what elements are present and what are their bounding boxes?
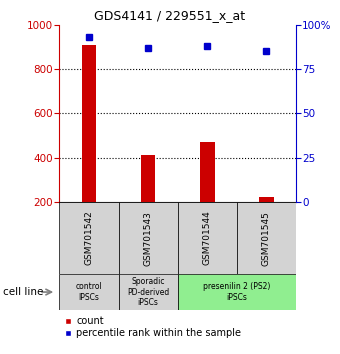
Bar <box>200 142 215 202</box>
Bar <box>119 202 177 274</box>
Bar <box>59 202 119 274</box>
Text: GSM701543: GSM701543 <box>143 211 153 266</box>
Bar <box>259 198 274 202</box>
Bar <box>177 202 237 274</box>
Text: GDS4141 / 229551_x_at: GDS4141 / 229551_x_at <box>95 9 245 22</box>
Text: Sporadic
PD-derived
iPSCs: Sporadic PD-derived iPSCs <box>127 277 169 307</box>
Legend: count, percentile rank within the sample: count, percentile rank within the sample <box>64 316 241 338</box>
Bar <box>82 45 97 202</box>
Text: cell line: cell line <box>3 287 44 297</box>
Bar <box>141 155 155 202</box>
Bar <box>59 274 119 310</box>
Text: GSM701544: GSM701544 <box>203 211 212 266</box>
Bar <box>237 202 296 274</box>
Bar <box>177 274 296 310</box>
Text: presenilin 2 (PS2)
iPSCs: presenilin 2 (PS2) iPSCs <box>203 282 270 302</box>
Text: GSM701542: GSM701542 <box>85 211 94 266</box>
Text: control
IPSCs: control IPSCs <box>76 282 102 302</box>
Bar <box>119 274 177 310</box>
Text: GSM701545: GSM701545 <box>262 211 271 266</box>
